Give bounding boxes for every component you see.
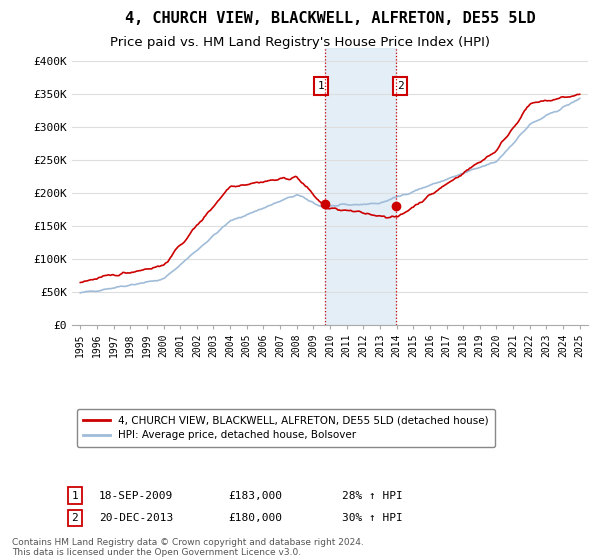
Text: 1: 1: [317, 81, 325, 91]
Bar: [325, 48, 396, 325]
Text: £180,000: £180,000: [228, 513, 282, 523]
Title: 4, CHURCH VIEW, BLACKWELL, ALFRETON, DE55 5LD: 4, CHURCH VIEW, BLACKWELL, ALFRETON, DE5…: [125, 11, 535, 26]
Text: Price paid vs. HM Land Registry's House Price Index (HPI): Price paid vs. HM Land Registry's House …: [110, 36, 490, 49]
Text: 20-DEC-2013: 20-DEC-2013: [99, 513, 173, 523]
Text: £183,000: £183,000: [228, 491, 282, 501]
Legend: 4, CHURCH VIEW, BLACKWELL, ALFRETON, DE55 5LD (detached house), HPI: Average pri: 4, CHURCH VIEW, BLACKWELL, ALFRETON, DE5…: [77, 409, 495, 447]
Text: Contains HM Land Registry data © Crown copyright and database right 2024.
This d: Contains HM Land Registry data © Crown c…: [12, 538, 364, 557]
Text: 1: 1: [71, 491, 79, 501]
Text: 18-SEP-2009: 18-SEP-2009: [99, 491, 173, 501]
Text: 2: 2: [397, 81, 403, 91]
Text: 28% ↑ HPI: 28% ↑ HPI: [342, 491, 403, 501]
Text: 2: 2: [71, 513, 79, 523]
Text: 30% ↑ HPI: 30% ↑ HPI: [342, 513, 403, 523]
